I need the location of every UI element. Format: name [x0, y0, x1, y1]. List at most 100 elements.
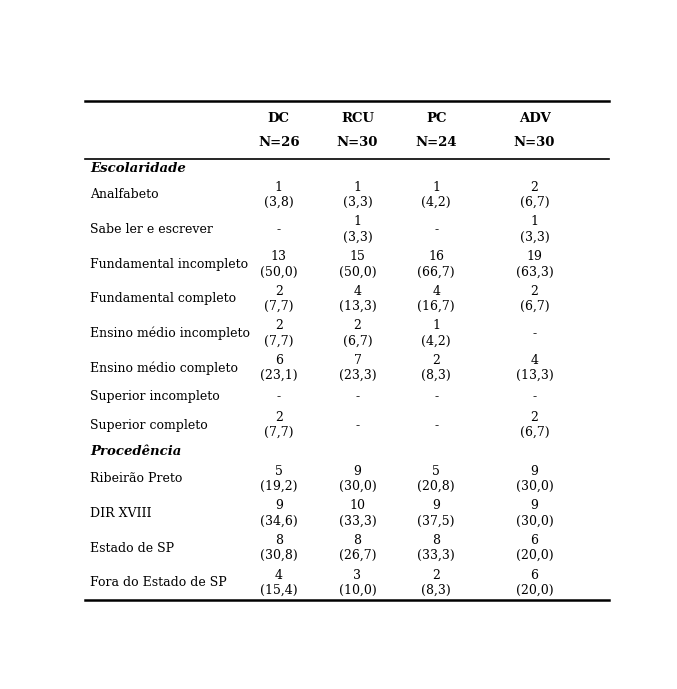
Text: (4,2): (4,2) [421, 335, 451, 347]
Text: Fora do Estado de SP: Fora do Estado de SP [90, 576, 227, 589]
Text: 6: 6 [531, 534, 538, 547]
Text: 2: 2 [432, 354, 440, 367]
Text: 4: 4 [531, 354, 538, 367]
Text: Fundamental completo: Fundamental completo [90, 292, 236, 305]
Text: 2: 2 [531, 411, 538, 424]
Text: 9: 9 [432, 500, 440, 513]
Text: RCU: RCU [341, 112, 374, 125]
Text: 3: 3 [353, 568, 362, 582]
Text: 16: 16 [428, 250, 444, 263]
Text: -: - [533, 327, 537, 340]
Text: 1: 1 [353, 216, 362, 229]
Text: 8: 8 [432, 534, 440, 547]
Text: DC: DC [268, 112, 290, 125]
Text: (7,7): (7,7) [264, 426, 294, 440]
Text: Ensino médio incompleto: Ensino médio incompleto [90, 327, 250, 340]
Text: Superior completo: Superior completo [90, 419, 208, 431]
Text: (6,7): (6,7) [343, 335, 372, 347]
Text: (16,7): (16,7) [417, 300, 455, 313]
Text: (6,7): (6,7) [520, 196, 549, 209]
Text: (50,0): (50,0) [338, 265, 376, 278]
Text: -: - [533, 390, 537, 403]
Text: Ensino médio completo: Ensino médio completo [90, 361, 238, 375]
Text: -: - [277, 223, 281, 236]
Text: (30,8): (30,8) [260, 549, 298, 562]
Text: (3,3): (3,3) [343, 231, 372, 244]
Text: 2: 2 [275, 285, 283, 298]
Text: (3,3): (3,3) [520, 231, 550, 244]
Text: (63,3): (63,3) [516, 265, 553, 278]
Text: 6: 6 [531, 568, 538, 582]
Text: (50,0): (50,0) [260, 265, 298, 278]
Text: (26,7): (26,7) [338, 549, 376, 562]
Text: (3,8): (3,8) [264, 196, 294, 209]
Text: Procedência: Procedência [90, 446, 181, 458]
Text: Escolaridade: Escolaridade [90, 162, 185, 174]
Text: (10,0): (10,0) [338, 584, 376, 597]
Text: DIR XVIII: DIR XVIII [90, 507, 152, 520]
Text: 2: 2 [353, 319, 362, 332]
Text: -: - [434, 223, 438, 236]
Text: 9: 9 [531, 464, 538, 477]
Text: 10: 10 [349, 500, 366, 513]
Text: 2: 2 [275, 319, 283, 332]
Text: (6,7): (6,7) [520, 426, 549, 440]
Text: Analfabeto: Analfabeto [90, 189, 158, 201]
Text: (19,2): (19,2) [260, 480, 297, 493]
Text: N=24: N=24 [416, 136, 457, 149]
Text: N=26: N=26 [258, 136, 299, 149]
Text: -: - [277, 390, 281, 403]
Text: (13,3): (13,3) [338, 300, 376, 313]
Text: ADV: ADV [519, 112, 550, 125]
Text: (15,4): (15,4) [260, 584, 298, 597]
Text: Fundamental incompleto: Fundamental incompleto [90, 258, 248, 271]
Text: (6,7): (6,7) [520, 300, 549, 313]
Text: (20,8): (20,8) [417, 480, 455, 493]
Text: 8: 8 [275, 534, 283, 547]
Text: Ribeirão Preto: Ribeirão Preto [90, 472, 182, 485]
Text: 1: 1 [275, 181, 283, 194]
Text: 1: 1 [432, 319, 440, 332]
Text: (13,3): (13,3) [516, 369, 553, 382]
Text: 4: 4 [275, 568, 283, 582]
Text: -: - [355, 390, 359, 403]
Text: 9: 9 [275, 500, 283, 513]
Text: (66,7): (66,7) [417, 265, 455, 278]
Text: Estado de SP: Estado de SP [90, 542, 174, 555]
Text: 4: 4 [353, 285, 362, 298]
Text: N=30: N=30 [514, 136, 555, 149]
Text: N=30: N=30 [336, 136, 378, 149]
Text: 7: 7 [353, 354, 362, 367]
Text: 4: 4 [432, 285, 440, 298]
Text: 15: 15 [349, 250, 366, 263]
Text: 1: 1 [432, 181, 440, 194]
Text: (4,2): (4,2) [421, 196, 451, 209]
Text: PC: PC [426, 112, 446, 125]
Text: (23,1): (23,1) [260, 369, 298, 382]
Text: -: - [434, 419, 438, 431]
Text: 1: 1 [353, 181, 362, 194]
Text: 2: 2 [275, 411, 283, 424]
Text: (33,3): (33,3) [338, 515, 376, 528]
Text: (7,7): (7,7) [264, 335, 294, 347]
Text: (30,0): (30,0) [338, 480, 376, 493]
Text: -: - [434, 390, 438, 403]
Text: (30,0): (30,0) [516, 480, 553, 493]
Text: (7,7): (7,7) [264, 300, 294, 313]
Text: 19: 19 [527, 250, 542, 263]
Text: 5: 5 [275, 464, 283, 477]
Text: 2: 2 [432, 568, 440, 582]
Text: 2: 2 [531, 285, 538, 298]
Text: (30,0): (30,0) [516, 515, 553, 528]
Text: (20,0): (20,0) [516, 584, 553, 597]
Text: (33,3): (33,3) [417, 549, 455, 562]
Text: 6: 6 [275, 354, 283, 367]
Text: 9: 9 [353, 464, 362, 477]
Text: (23,3): (23,3) [338, 369, 376, 382]
Text: (37,5): (37,5) [418, 515, 455, 528]
Text: -: - [355, 419, 359, 431]
Text: 5: 5 [432, 464, 440, 477]
Text: (8,3): (8,3) [421, 584, 451, 597]
Text: (3,3): (3,3) [343, 196, 372, 209]
Text: 8: 8 [353, 534, 362, 547]
